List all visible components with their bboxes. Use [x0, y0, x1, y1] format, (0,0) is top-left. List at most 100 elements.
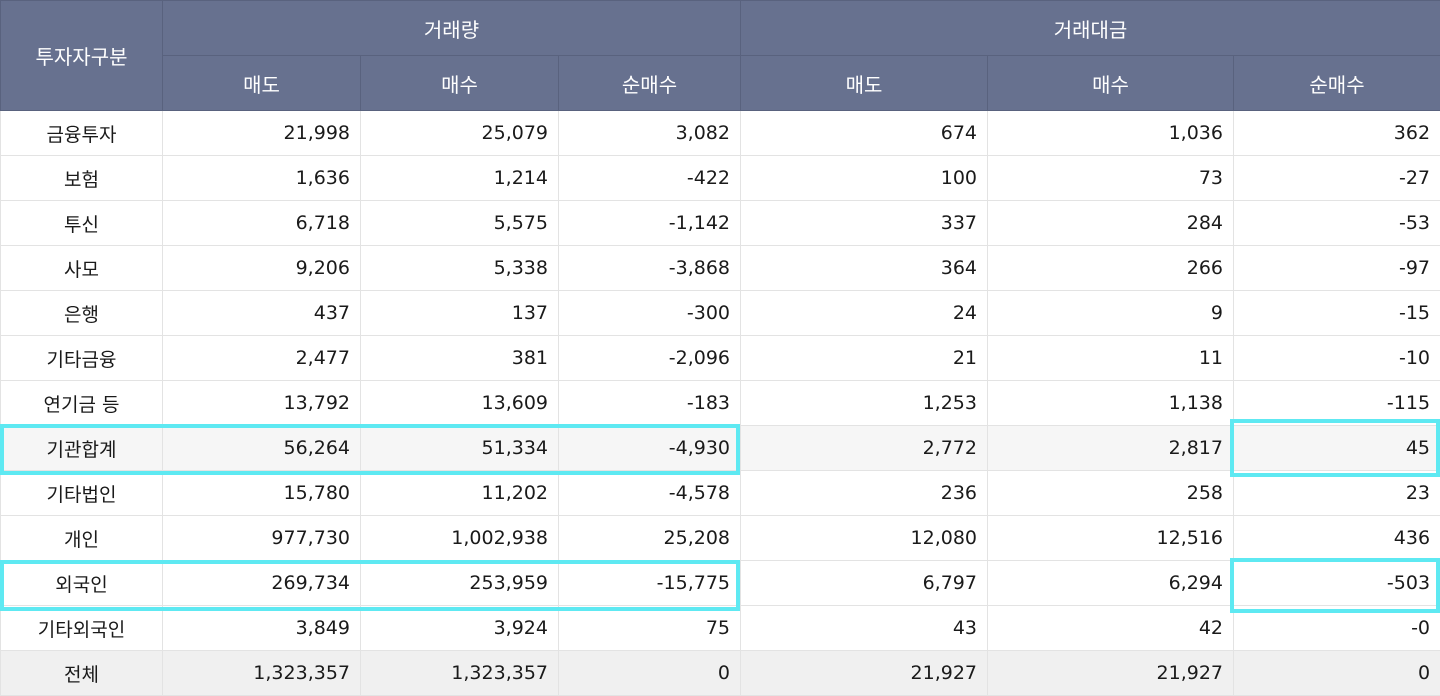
- table-cell: -115: [1232, 380, 1440, 426]
- table-row: 보험 1,636 1,214 -422 100 73 -27: [0, 155, 1440, 201]
- table-cell: 23: [1232, 470, 1440, 516]
- table-cell: 137: [360, 290, 559, 336]
- table-cell: 1,253: [740, 380, 988, 426]
- row-label: 은행: [0, 290, 163, 336]
- table-cell: -3,868: [558, 245, 741, 291]
- table-cell: 6,718: [162, 200, 361, 246]
- table-row: 개인 977,730 1,002,938 25,208 12,080 12,516 436: [0, 515, 1440, 561]
- table-cell: 381: [360, 335, 559, 381]
- table-cell: 1,002,938: [360, 515, 559, 561]
- table-cell: 977,730: [162, 515, 361, 561]
- row-label: 연기금 등: [0, 380, 163, 426]
- table-cell: -53: [1232, 200, 1440, 246]
- table-cell: 13,792: [162, 380, 361, 426]
- table-cell: 266: [987, 245, 1234, 291]
- table-cell: 51,334: [360, 425, 559, 471]
- table-cell: 9,206: [162, 245, 361, 291]
- value-sell-header: 매도: [740, 55, 988, 111]
- row-label: 보험: [0, 155, 163, 201]
- table-cell: 3,849: [162, 605, 361, 651]
- row-label: 기관합계: [0, 425, 163, 471]
- table-cell: 1,323,357: [360, 650, 559, 696]
- table-cell: 284: [987, 200, 1234, 246]
- table-cell: -15,775: [558, 560, 741, 606]
- table-cell: -1,142: [558, 200, 741, 246]
- table-cell: -422: [558, 155, 741, 201]
- volume-net-header: 순매수: [558, 55, 741, 111]
- row-label: 기타금융: [0, 335, 163, 381]
- value-group-header: 거래대금: [739, 0, 1440, 56]
- value-net-header: 순매수: [1232, 55, 1440, 111]
- table-body: 금융투자 21,998 25,079 3,082 674 1,036 362 보험 1,636 1…: [0, 110, 1440, 696]
- table-cell: 6,797: [740, 560, 988, 606]
- table-cell: 100: [740, 155, 988, 201]
- table-cell: 1,323,357: [162, 650, 361, 696]
- table-cell: 56,264: [162, 425, 361, 471]
- volume-group-header: 거래량: [162, 0, 741, 56]
- table-cell: 9: [987, 290, 1234, 336]
- table-cell: 45: [1232, 425, 1440, 471]
- table-cell: 42: [987, 605, 1234, 651]
- row-label: 투신: [0, 200, 163, 246]
- table-cell: 364: [740, 245, 988, 291]
- table-cell: 3,082: [558, 110, 741, 156]
- table-cell: 25,208: [558, 515, 741, 561]
- table-cell: -4,930: [558, 425, 741, 471]
- table-cell: 436: [1232, 515, 1440, 561]
- table-cell: 43: [740, 605, 988, 651]
- table-cell: -97: [1232, 245, 1440, 291]
- table-cell: 362: [1232, 110, 1440, 156]
- row-label: 기타법인: [0, 470, 163, 516]
- table-cell: 21,927: [740, 650, 988, 696]
- table-cell: 1,138: [987, 380, 1234, 426]
- value-buy-header: 매수: [987, 55, 1234, 111]
- table-row: 기타금융 2,477 381 -2,096 21 11 -10: [0, 335, 1440, 381]
- table-row: 사모 9,206 5,338 -3,868 364 266 -97: [0, 245, 1440, 291]
- row-label: 전체: [0, 650, 163, 696]
- table-cell: 2,477: [162, 335, 361, 381]
- table-row: 기타법인 15,780 11,202 -4,578 236 258 23: [0, 470, 1440, 516]
- investor-type-header: 투자자구분: [0, 0, 163, 111]
- table-row: 금융투자 21,998 25,079 3,082 674 1,036 362: [0, 110, 1440, 156]
- table-cell: 337: [740, 200, 988, 246]
- row-label: 개인: [0, 515, 163, 561]
- table-row: 연기금 등 13,792 13,609 -183 1,253 1,138 -115: [0, 380, 1440, 426]
- table-cell: 269,734: [162, 560, 361, 606]
- table-cell: 236: [740, 470, 988, 516]
- row-label: 기타외국인: [0, 605, 163, 651]
- table-cell: 1,214: [360, 155, 559, 201]
- table-cell: -10: [1232, 335, 1440, 381]
- volume-sell-header: 매도: [162, 55, 361, 111]
- table-cell: 1,036: [987, 110, 1234, 156]
- table-cell: 2,817: [987, 425, 1234, 471]
- table-cell: -183: [558, 380, 741, 426]
- table-cell: 13,609: [360, 380, 559, 426]
- table-cell: -300: [558, 290, 741, 336]
- table-cell: -15: [1232, 290, 1440, 336]
- table-cell: 21: [740, 335, 988, 381]
- table-cell: 674: [740, 110, 988, 156]
- table-cell: 0: [558, 650, 741, 696]
- table-cell: -27: [1232, 155, 1440, 201]
- table-cell: 0: [1232, 650, 1440, 696]
- row-label: 금융투자: [0, 110, 163, 156]
- table-cell: 15,780: [162, 470, 361, 516]
- table-cell: 258: [987, 470, 1234, 516]
- table-cell: 12,516: [987, 515, 1234, 561]
- table-row: 은행 437 137 -300 24 9 -15: [0, 290, 1440, 336]
- table-row: 투신 6,718 5,575 -1,142 337 284 -53: [0, 200, 1440, 246]
- table-cell: 11: [987, 335, 1234, 381]
- table-cell: 21,998: [162, 110, 361, 156]
- table-cell: 12,080: [740, 515, 988, 561]
- table-cell: 73: [987, 155, 1234, 201]
- table-cell: -0: [1232, 605, 1440, 651]
- table-cell: 24: [740, 290, 988, 336]
- table-cell: 1,636: [162, 155, 361, 201]
- volume-buy-header: 매수: [360, 55, 559, 111]
- table-cell: -4,578: [558, 470, 741, 516]
- table-cell: 21,927: [987, 650, 1234, 696]
- table-row: 기타외국인 3,849 3,924 75 43 42 -0: [0, 605, 1440, 651]
- table-cell: -503: [1232, 560, 1440, 606]
- table-cell: 6,294: [987, 560, 1234, 606]
- table-cell: 5,575: [360, 200, 559, 246]
